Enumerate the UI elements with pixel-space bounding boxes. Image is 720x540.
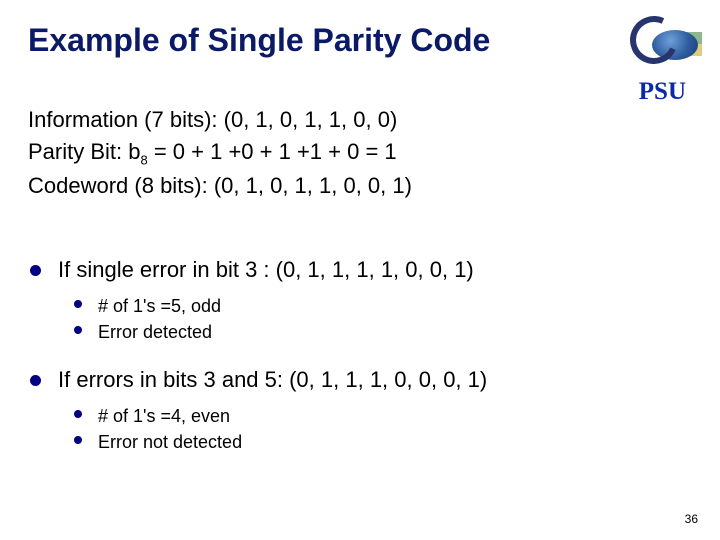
bullet-list: If single error in bit 3 : (0, 1, 1, 1, … [28,235,692,455]
intro-line-1: Information (7 bits): (0, 1, 0, 1, 1, 0,… [28,104,412,136]
subitem-text: # of 1's =4, even [98,406,230,426]
intro-line-2-sub: 8 [140,152,147,167]
list-subitem: # of 1's =5, odd [72,293,692,319]
bullet-icon [74,300,82,308]
subitem-text: Error not detected [98,432,242,452]
psu-label: PSU [639,78,686,106]
intro-block: Information (7 bits): (0, 1, 0, 1, 1, 0,… [28,104,412,202]
subitem-group: # of 1's =4, even Error not detected [72,403,692,455]
subitem-text: # of 1's =5, odd [98,296,221,316]
intro-line-3: Codeword (8 bits): (0, 1, 0, 1, 1, 0, 0,… [28,170,412,202]
bullet-icon [30,375,41,386]
intro-line-2: Parity Bit: b8 = 0 + 1 +0 + 1 +1 + 0 = 1 [28,136,412,170]
item-text: If errors in bits 3 and 5: (0, 1, 1, 1, … [58,367,487,392]
bullet-icon [30,265,41,276]
list-subitem: Error not detected [72,429,692,455]
institution-logo [630,16,694,64]
list-item: If errors in bits 3 and 5: (0, 1, 1, 1, … [28,367,692,455]
intro-line-2a: Parity Bit: b [28,139,140,164]
list-subitem: Error detected [72,319,692,345]
intro-line-2b: = 0 + 1 +0 + 1 +1 + 0 = 1 [148,139,397,164]
subitem-group: # of 1's =5, odd Error detected [72,293,692,345]
item-text: If single error in bit 3 : (0, 1, 1, 1, … [58,257,474,282]
list-subitem: # of 1's =4, even [72,403,692,429]
bullet-icon [74,410,82,418]
slide-title: Example of Single Parity Code [28,22,490,59]
bullet-icon [74,436,82,444]
bullet-icon [74,326,82,334]
list-item: If single error in bit 3 : (0, 1, 1, 1, … [28,257,692,345]
page-number: 36 [685,512,698,526]
subitem-text: Error detected [98,322,212,342]
